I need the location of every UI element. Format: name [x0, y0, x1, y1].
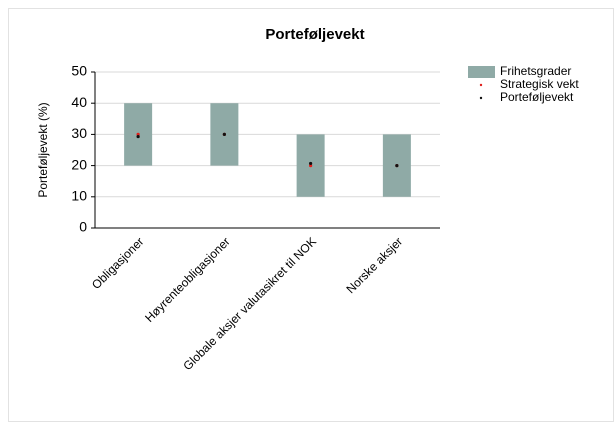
chart-frame: [8, 8, 614, 422]
portfolio-point: [309, 161, 313, 166]
portfolio-point: [395, 164, 399, 168]
portfolio-point: [222, 132, 226, 136]
legend-label: Porteføljevekt: [500, 90, 574, 104]
y-tick-label: 30: [71, 125, 87, 141]
y-axis-label: Porteføljevekt (%): [36, 102, 50, 197]
legend-swatch: [479, 83, 483, 87]
y-tick-label: 50: [71, 63, 87, 79]
legend-label: Frihetsgrader: [500, 64, 571, 78]
y-tick-label: 10: [71, 188, 87, 204]
y-tick-label: 20: [71, 156, 87, 172]
y-tick-label: 0: [79, 219, 87, 235]
legend-swatch: [479, 96, 483, 100]
legend-swatch: [468, 66, 495, 78]
portfolio-point: [136, 134, 140, 139]
chart-title: Porteføljevekt: [265, 26, 364, 43]
legend-label: Strategisk vekt: [500, 77, 579, 91]
y-tick-label: 40: [71, 94, 87, 110]
